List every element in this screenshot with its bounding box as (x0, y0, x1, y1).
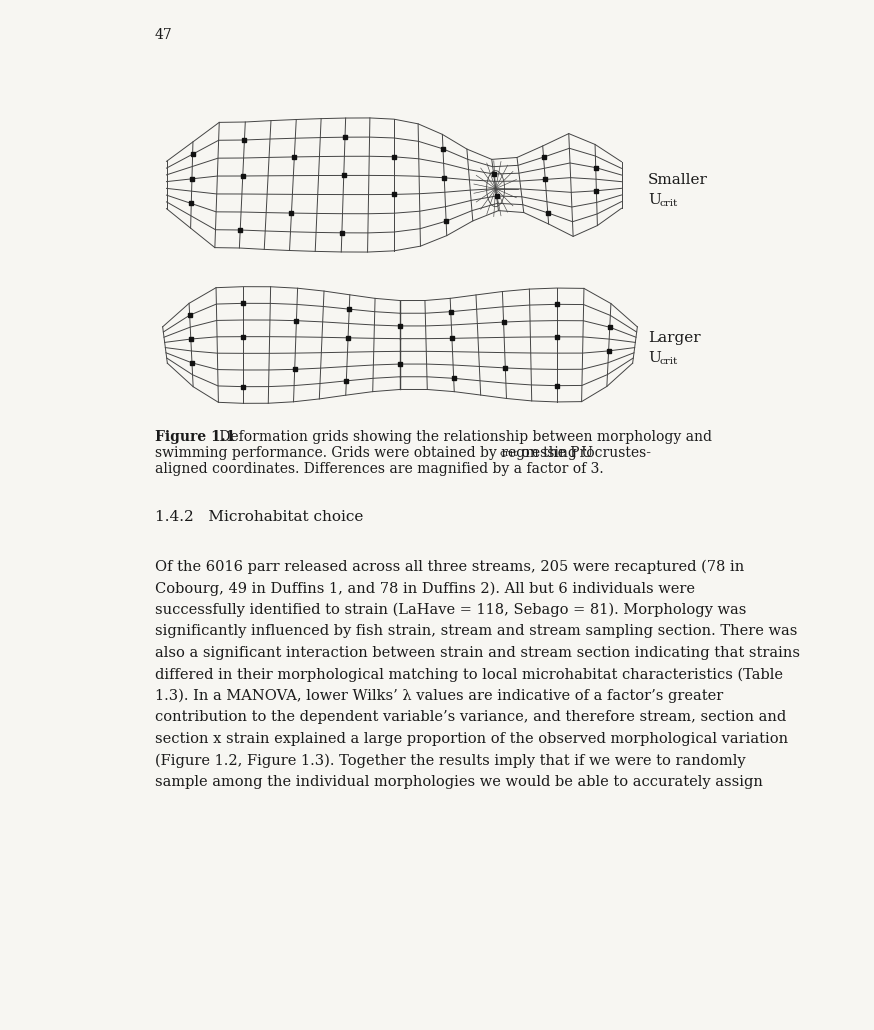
Text: Cobourg, 49 in Duffins 1, and 78 in Duffins 2). All but 6 individuals were: Cobourg, 49 in Duffins 1, and 78 in Duff… (155, 582, 695, 596)
Text: 1.3). In a MANOVA, lower Wilks’ λ values are indicative of a factor’s greater: 1.3). In a MANOVA, lower Wilks’ λ values… (155, 689, 724, 703)
Text: (Figure 1.2, Figure 1.3). Together the results imply that if we were to randomly: (Figure 1.2, Figure 1.3). Together the r… (155, 754, 746, 768)
Text: crit: crit (660, 200, 678, 208)
Text: significantly influenced by fish strain, stream and stream sampling section. The: significantly influenced by fish strain,… (155, 624, 797, 639)
Text: swimming performance. Grids were obtained by regressing U: swimming performance. Grids were obtaine… (155, 446, 593, 460)
Text: U: U (648, 193, 661, 207)
Text: Larger: Larger (648, 331, 701, 345)
Text: sample among the individual morphologies we would be able to accurately assign: sample among the individual morphologies… (155, 775, 763, 789)
Text: crit: crit (499, 449, 517, 458)
Text: on the Procrustes-: on the Procrustes- (517, 446, 651, 460)
Text: successfully identified to strain (LaHave = 118, Sebago = 81). Morphology was: successfully identified to strain (LaHav… (155, 603, 746, 617)
Text: aligned coordinates. Differences are magnified by a factor of 3.: aligned coordinates. Differences are mag… (155, 462, 604, 476)
Text: section x strain explained a large proportion of the observed morphological vari: section x strain explained a large propo… (155, 732, 788, 746)
Text: 1.4.2   Microhabitat choice: 1.4.2 Microhabitat choice (155, 510, 364, 524)
Text: also a significant interaction between strain and stream section indicating that: also a significant interaction between s… (155, 646, 800, 660)
Text: contribution to the dependent variable’s variance, and therefore stream, section: contribution to the dependent variable’s… (155, 711, 787, 724)
Text: U: U (648, 351, 661, 365)
Text: Figure 1.1: Figure 1.1 (155, 430, 235, 444)
Text: Smaller: Smaller (648, 173, 708, 187)
Text: differed in their morphological matching to local microhabitat characteristics (: differed in their morphological matching… (155, 667, 783, 682)
Text: crit: crit (660, 357, 678, 367)
Text: Of the 6016 parr released across all three streams, 205 were recaptured (78 in: Of the 6016 parr released across all thr… (155, 560, 745, 575)
Text: 47: 47 (155, 28, 173, 42)
Text: Deformation grids showing the relationship between morphology and: Deformation grids showing the relationsh… (215, 430, 712, 444)
